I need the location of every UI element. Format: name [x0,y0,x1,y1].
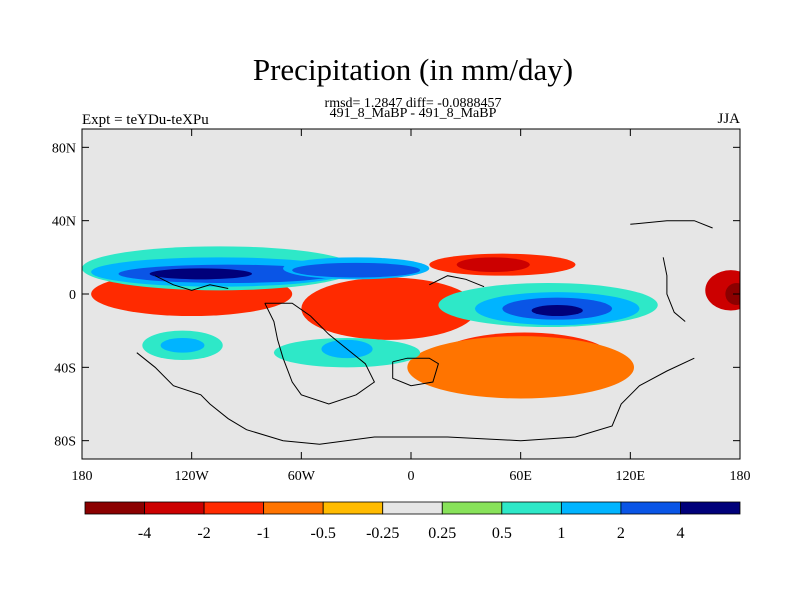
colorbar-label: 0.5 [492,525,512,542]
field-layer [82,246,740,399]
coastline-4 [429,275,485,288]
colorbar-swatch [620,501,681,515]
colorbar-label: -0.5 [311,525,336,542]
colorbar-swatch [382,501,443,515]
colorbar-swatch [144,501,205,515]
colorbar-swatch [84,501,145,515]
x-tick-label: 60W [288,469,316,484]
x-tick-label: 0 [408,469,415,484]
colorbar-swatch [560,501,622,515]
field-n-band-drying-core [456,257,530,272]
coastline-layer [136,220,713,445]
colorbar-label: -1 [257,525,270,542]
field-atlantic-drying-edge [301,277,477,340]
x-tick-label: 180 [730,469,751,484]
colorbar-swatch [203,501,265,515]
axis-ticks: 180 120W 60W 0 60E 120E 180 80N 40N 0 40S 80S [52,129,751,484]
colorbar-swatch [322,501,384,515]
colorbar-label: -2 [197,525,210,542]
x-tick-label: 180 [72,469,93,484]
y-tick-label: 40N [52,215,76,230]
chart-title: Precipitation (in mm/day) [252,52,574,87]
season-label: JJA [717,111,740,127]
coastline-6 [630,220,713,229]
colorbar-label: 1 [557,525,565,542]
colorbar-label: -0.25 [366,525,399,542]
y-tick-label: 80N [52,141,76,156]
colorbar-swatch [501,501,562,515]
colorbar-swatch [680,501,741,515]
coastline-3 [154,275,229,291]
field-s-indian-drying-outer [407,336,634,399]
field-s-pacific-wetting-core [160,338,205,353]
coastline-1 [392,357,439,387]
coastline-5 [662,257,686,322]
field-indian-wetting-peak [531,305,583,316]
stats-line: rmsd= 1.2847 diff= -0.0888457 [324,96,502,111]
field-eastpac-drying-core [725,283,740,305]
colorbar-label: 2 [617,525,625,542]
experiment-label: Expt = teYDu-teXPu [82,112,209,128]
colorbar-label: -4 [138,525,151,542]
x-tick-label: 120E [616,469,646,484]
y-tick-label: 80S [54,435,76,450]
colorbar: -4 -2 -1 -0.5 -0.25 0.25 0.5 1 2 4 [84,501,741,542]
x-tick-label: 120W [175,469,210,484]
case-line: 491_8_MaBP - 491_8_MaBP [329,106,497,121]
field-n-pacific-wetting-peak [149,268,252,280]
colorbar-swatch [263,501,324,515]
coastline-0 [264,302,376,405]
coastline-2 [136,352,695,445]
colorbar-label: 0.25 [428,525,456,542]
colorbar-label: 4 [676,525,684,542]
y-tick-label: 40S [54,361,76,376]
x-tick-label: 60E [509,469,532,484]
field-n-atlantic-wetting-core [292,262,421,278]
colorbar-swatch [441,501,503,515]
y-tick-label: 0 [69,288,76,303]
